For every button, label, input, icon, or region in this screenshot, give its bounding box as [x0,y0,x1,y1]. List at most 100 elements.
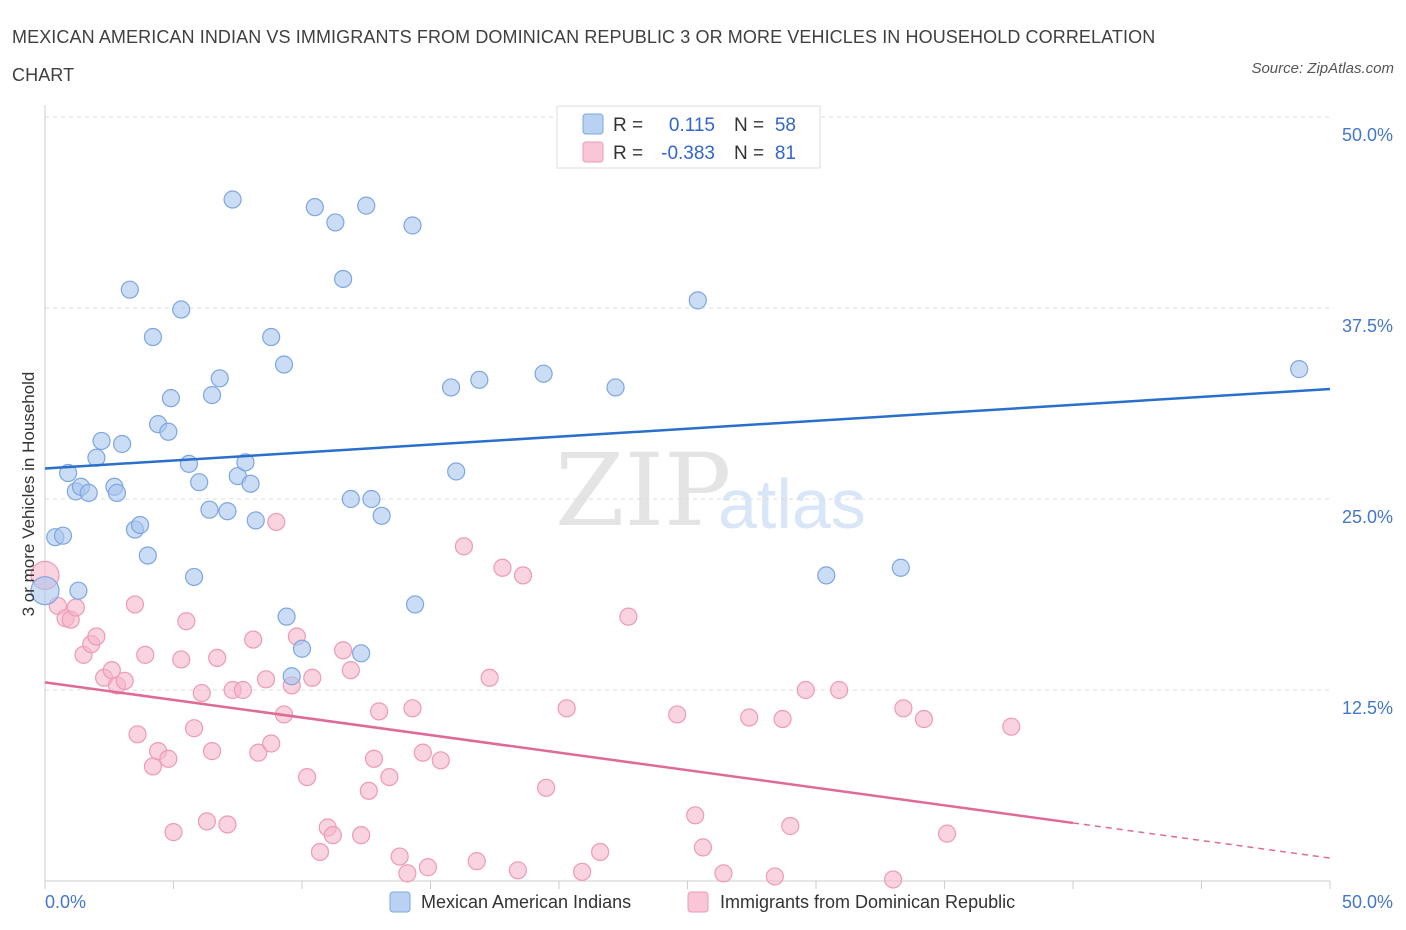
dominican-point [244,630,263,649]
dominican-point [454,537,474,556]
mexican-point [112,434,132,454]
mexican-point [92,431,111,451]
dominican-point [87,627,106,646]
stats-r-value-pink: -0.383 [661,143,715,164]
mexican-point [277,607,296,626]
dominican-point [172,650,191,669]
dominican-point [781,816,800,836]
mexican-point [241,474,260,493]
x-tick-left: 0.0% [45,892,86,912]
chart-source: Source: ZipAtlas.com [1251,60,1394,77]
mexican-point [184,567,204,587]
stats-swatch-pink [582,141,604,163]
mexican-point [817,566,836,585]
dominican-point [262,734,281,753]
dominican-point [573,862,592,881]
dominican-point [591,842,610,862]
mexican-point [334,269,353,289]
mexican-point [53,526,73,545]
dominican-point [125,595,145,614]
dominican-point [208,648,227,668]
dominican-point [380,767,399,787]
mexican-point [69,581,88,600]
dominican-point [765,867,784,886]
mexican-point [172,300,191,319]
mexican-point [372,506,391,525]
dominican-point [557,699,576,718]
mexican-point [218,502,237,521]
mexican-point [223,190,242,209]
x-tick-right: 50.0% [1342,892,1393,912]
stats-r-value-blue: 0.115 [669,115,715,136]
dominican-point [431,751,450,770]
dominican-point [341,661,360,680]
dominican-point [1002,717,1021,736]
dominican-point [537,778,556,797]
mexican-point [292,639,312,658]
dominican-point [184,719,204,738]
watermark-atlas: atlas [718,465,866,543]
dominican-point [233,680,252,700]
dominican-point [249,743,268,762]
dominican-point [370,702,389,721]
dominican-point [298,767,317,787]
mexican-point [130,515,150,535]
dominican-point [508,861,527,880]
series-mexican-points [30,190,1309,686]
dominican-point [218,815,237,834]
dominican-point [143,757,163,776]
axes [44,105,1331,889]
dominican-point [619,607,638,626]
mexican-point [534,364,553,383]
mexican-point [447,462,466,481]
dominican-point [773,709,792,729]
mexican-point [606,378,625,397]
dominican-point [390,847,409,866]
watermark-zip: ZIP [555,432,731,549]
dominican-point [310,842,330,862]
dominican-point [480,668,499,687]
dominican-point [202,742,222,761]
dominican-point [323,826,342,845]
mexican-point [441,378,461,397]
legend-label-mexican: Mexican American Indians [421,892,631,912]
dominican-point [883,870,903,889]
dominican-point [398,864,417,883]
dominican-point [686,806,705,825]
mexican-point [357,196,376,215]
y-tick-label-2: 37.5% [1342,316,1393,336]
dominican-point [334,641,353,660]
dominican-point [115,671,134,690]
mexican-point [403,216,422,235]
dominican-point [192,683,211,703]
mexican-point [210,369,229,388]
chart-title: MEXICAN AMERICAN INDIAN VS IMMIGRANTS FR… [12,27,1156,85]
dominican-point [493,558,512,577]
trend-line-dashed-1 [1072,822,1331,859]
dominican-point [513,566,533,585]
mexican-point [202,385,222,405]
mexican-point [161,389,181,408]
mexican-point [159,422,178,441]
dominican-point [364,749,384,768]
mexican-point [236,453,255,472]
dominican-point [403,699,422,718]
mexican-point [30,576,60,606]
stats-legend: R = 0.115 N = 58 R = -0.383 N = 81 [556,105,821,169]
trend-line-0 [44,387,1331,470]
dominican-point [177,612,196,631]
dominican-point [128,725,147,744]
mexican-point [891,558,910,577]
mexican-point [470,370,489,389]
dominican-point [914,709,934,729]
dominican-point [830,680,849,700]
stats-swatch-blue [582,113,604,135]
stats-n-label-blue: N = [734,115,764,136]
mexican-point [282,667,301,686]
dominican-point [796,680,815,700]
dominican-point [740,708,759,727]
trend-line-1 [44,681,1074,825]
dominican-point [714,864,733,883]
y-axis-label: 3 or more Vehicles in Household [19,372,38,617]
dominican-point [467,852,486,871]
